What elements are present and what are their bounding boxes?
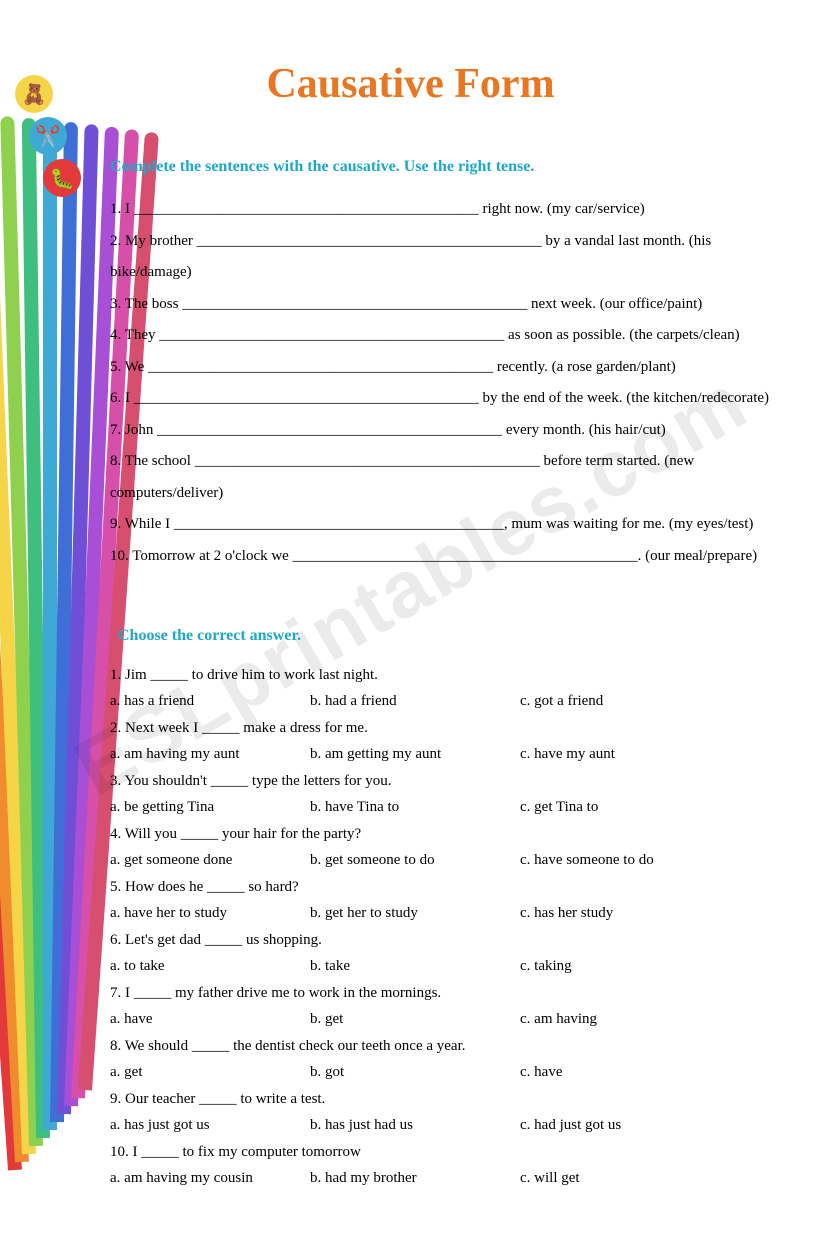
instruction-1: Complete the sentences with the causativ… xyxy=(110,158,781,176)
mcq-item: 5. How does he _____ so hard? a. have he… xyxy=(110,875,781,926)
mcq-question: 3. You shouldn't _____ type the letters … xyxy=(110,769,781,795)
mcq-question: 8. We should _____ the dentist check our… xyxy=(110,1034,781,1060)
mcq-question: 10. I _____ to fix my computer tomorrow xyxy=(110,1140,781,1166)
exercise-line: 3. The boss ____________________________… xyxy=(110,289,781,321)
mcq-option-c: c. got a friend xyxy=(520,689,781,715)
exercise-1-list: 1. I ___________________________________… xyxy=(110,194,781,572)
mcq-option-b: b. get her to study xyxy=(310,901,520,927)
exercise-line: 10. Tomorrow at 2 o'clock we ___________… xyxy=(110,541,781,573)
mcq-option-c: c. has her study xyxy=(520,901,781,927)
instruction-2: Choose the correct answer. xyxy=(118,627,781,645)
mcq-options: a. be getting Tinab. have Tina toc. get … xyxy=(110,795,781,821)
mcq-item: 3. You shouldn't _____ type the letters … xyxy=(110,769,781,820)
mcq-option-c: c. get Tina to xyxy=(520,795,781,821)
mcq-question: 4. Will you _____ your hair for the part… xyxy=(110,822,781,848)
mcq-question: 5. How does he _____ so hard? xyxy=(110,875,781,901)
mcq-option-c: c. will get xyxy=(520,1166,781,1192)
mcq-question: 6. Let's get dad _____ us shopping. xyxy=(110,928,781,954)
mcq-options: a. have her to studyb. get her to studyc… xyxy=(110,901,781,927)
mcq-question: 2. Next week I _____ make a dress for me… xyxy=(110,716,781,742)
mcq-option-a: a. to take xyxy=(110,954,310,980)
mcq-option-c: c. had just got us xyxy=(520,1113,781,1139)
mcq-option-a: a. has just got us xyxy=(110,1113,310,1139)
mcq-options: a. has just got usb. has just had usc. h… xyxy=(110,1113,781,1139)
mcq-option-b: b. get xyxy=(310,1007,520,1033)
exercise-line: 4. They ________________________________… xyxy=(110,320,781,352)
mcq-item: 9. Our teacher _____ to write a test. a.… xyxy=(110,1087,781,1138)
mcq-option-a: a. get xyxy=(110,1060,310,1086)
decorative-icons: 🧸 ✂️ 🐛 xyxy=(15,75,81,201)
mcq-option-b: b. had my brother xyxy=(310,1166,520,1192)
mcq-item: 4. Will you _____ your hair for the part… xyxy=(110,822,781,873)
mcq-item: 2. Next week I _____ make a dress for me… xyxy=(110,716,781,767)
exercise-line: 7. John ________________________________… xyxy=(110,415,781,447)
mcq-option-b: b. got xyxy=(310,1060,520,1086)
mcq-option-b: b. have Tina to xyxy=(310,795,520,821)
mcq-item: 10. I _____ to fix my computer tomorrow … xyxy=(110,1140,781,1191)
mcq-options: a. get someone doneb. get someone to doc… xyxy=(110,848,781,874)
exercise-line: 6. I ___________________________________… xyxy=(110,383,781,415)
mcq-question: 1. Jim _____ to drive him to work last n… xyxy=(110,663,781,689)
mcq-option-b: b. am getting my aunt xyxy=(310,742,520,768)
mcq-option-a: a. am having my cousin xyxy=(110,1166,310,1192)
mcq-option-c: c. have someone to do xyxy=(520,848,781,874)
exercise-line: 1. I ___________________________________… xyxy=(110,194,781,226)
mcq-question: 9. Our teacher _____ to write a test. xyxy=(110,1087,781,1113)
mcq-options: a. am having my cousinb. had my brotherc… xyxy=(110,1166,781,1192)
mcq-option-a: a. have xyxy=(110,1007,310,1033)
exercise-line: 2. My brother __________________________… xyxy=(110,226,781,289)
mcq-options: a. to takeb. takec. taking xyxy=(110,954,781,980)
mcq-option-a: a. have her to study xyxy=(110,901,310,927)
mcq-list: 1. Jim _____ to drive him to work last n… xyxy=(110,663,781,1191)
mcq-option-b: b. had a friend xyxy=(310,689,520,715)
decorative-icon: ✂️ xyxy=(29,117,67,155)
mcq-question: 7. I _____ my father drive me to work in… xyxy=(110,981,781,1007)
mcq-item: 8. We should _____ the dentist check our… xyxy=(110,1034,781,1085)
mcq-option-c: c. taking xyxy=(520,954,781,980)
mcq-option-a: a. get someone done xyxy=(110,848,310,874)
decorative-icon: 🐛 xyxy=(43,159,81,197)
page-title: Causative Form xyxy=(40,60,781,108)
mcq-option-a: a. am having my aunt xyxy=(110,742,310,768)
mcq-option-a: a. has a friend xyxy=(110,689,310,715)
mcq-option-a: a. be getting Tina xyxy=(110,795,310,821)
mcq-option-c: c. am having xyxy=(520,1007,781,1033)
mcq-options: a. has a friendb. had a friendc. got a f… xyxy=(110,689,781,715)
mcq-option-b: b. has just had us xyxy=(310,1113,520,1139)
mcq-item: 1. Jim _____ to drive him to work last n… xyxy=(110,663,781,714)
mcq-options: a. haveb. getc. am having xyxy=(110,1007,781,1033)
mcq-options: a. getb. gotc. have xyxy=(110,1060,781,1086)
mcq-item: 7. I _____ my father drive me to work in… xyxy=(110,981,781,1032)
mcq-option-c: c. have my aunt xyxy=(520,742,781,768)
decorative-icon: 🧸 xyxy=(15,75,53,113)
worksheet-content: Causative Form Complete the sentences wi… xyxy=(0,0,821,1233)
mcq-item: 6. Let's get dad _____ us shopping. a. t… xyxy=(110,928,781,979)
mcq-option-b: b. get someone to do xyxy=(310,848,520,874)
mcq-option-c: c. have xyxy=(520,1060,781,1086)
mcq-option-b: b. take xyxy=(310,954,520,980)
exercise-line: 8. The school __________________________… xyxy=(110,446,781,509)
mcq-options: a. am having my auntb. am getting my aun… xyxy=(110,742,781,768)
exercise-line: 5. We __________________________________… xyxy=(110,352,781,384)
exercise-line: 9. While I _____________________________… xyxy=(110,509,781,541)
